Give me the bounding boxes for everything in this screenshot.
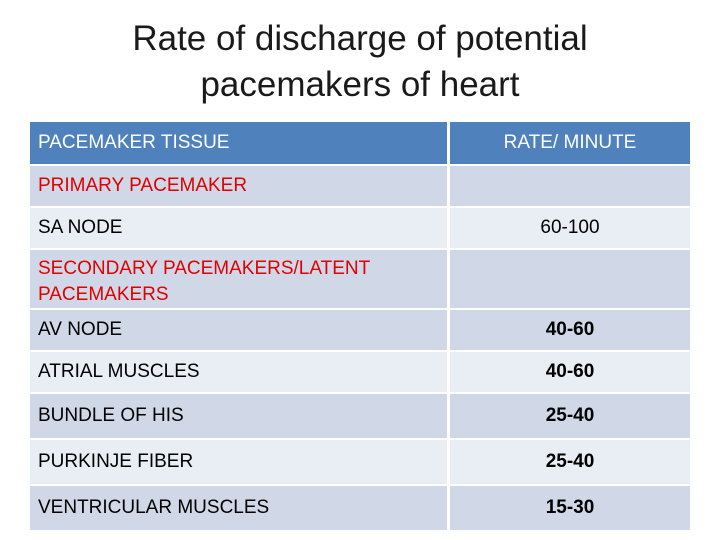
title-line-2: pacemakers of heart <box>200 65 520 104</box>
tissue-cell: BUNDLE OF HIS <box>30 394 450 440</box>
table-row: PURKINJE FIBER 25-40 <box>30 440 690 486</box>
rate-cell: 15-30 <box>450 486 690 532</box>
header-tissue: PACEMAKER TISSUE <box>30 122 450 166</box>
table-row: SA NODE 60-100 <box>30 208 690 250</box>
header-row: PACEMAKER TISSUE RATE/ MINUTE <box>30 122 690 166</box>
rate-cell-empty <box>450 250 690 310</box>
table-row: ATRIAL MUSCLES 40-60 <box>30 352 690 394</box>
table-row: BUNDLE OF HIS 25-40 <box>30 394 690 440</box>
table-row: SECONDARY PACEMAKERS/LATENT PACEMAKERS <box>30 250 690 310</box>
tissue-cell: PURKINJE FIBER <box>30 440 450 486</box>
table-row: PRIMARY PACEMAKER <box>30 166 690 208</box>
header-rate: RATE/ MINUTE <box>450 122 690 166</box>
tissue-cell: VENTRICULAR MUSCLES <box>30 486 450 532</box>
tissue-cell: ATRIAL MUSCLES <box>30 352 450 394</box>
secondary-pacemaker-label: SECONDARY PACEMAKERS/LATENT PACEMAKERS <box>30 250 450 310</box>
tissue-cell: AV NODE <box>30 310 450 352</box>
primary-pacemaker-label: PRIMARY PACEMAKER <box>30 166 450 208</box>
title-line-1: Rate of discharge of potential <box>132 19 588 58</box>
rate-cell-empty <box>450 166 690 208</box>
tissue-cell: SA NODE <box>30 208 450 250</box>
pacemaker-table: PACEMAKER TISSUE RATE/ MINUTE PRIMARY PA… <box>30 122 690 532</box>
table-row: AV NODE 40-60 <box>30 310 690 352</box>
rate-cell: 25-40 <box>450 440 690 486</box>
rate-cell: 40-60 <box>450 310 690 352</box>
table-row: VENTRICULAR MUSCLES 15-30 <box>30 486 690 532</box>
slide-title: Rate of discharge of potential pacemaker… <box>0 16 720 108</box>
rate-cell: 60-100 <box>450 208 690 250</box>
rate-cell: 25-40 <box>450 394 690 440</box>
rate-cell: 40-60 <box>450 352 690 394</box>
